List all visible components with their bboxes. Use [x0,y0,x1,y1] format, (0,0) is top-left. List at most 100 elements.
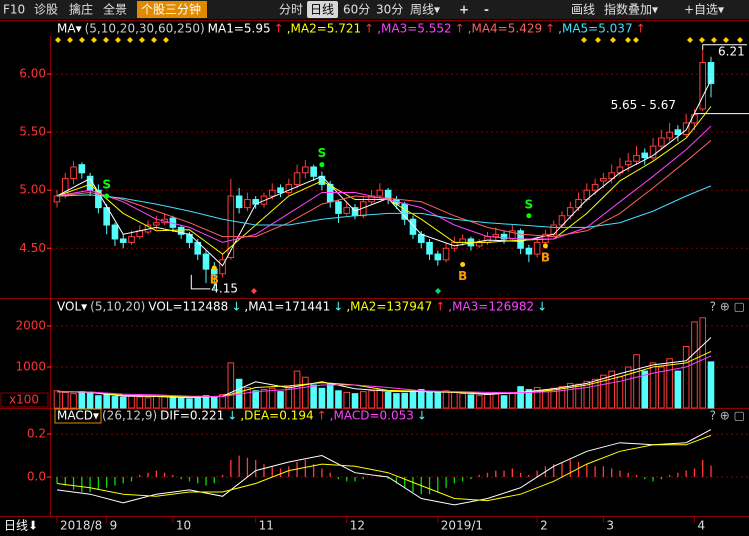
candle-body [600,178,607,182]
candle-body [442,247,450,261]
candle-body [78,164,86,174]
candle-body [103,207,110,226]
toolbar-button[interactable]: 指数叠加▾ [604,2,658,17]
annotation: 5.65 - 5.67 [611,98,676,112]
volume-bar [699,317,707,409]
toolbar-button[interactable]: 个股三分钟 [141,2,201,17]
legend-value: ,DEA=0.194 [240,409,313,423]
indicator-line [56,355,712,398]
candle-body [426,241,433,255]
toolbar-button[interactable]: 擒庄 [69,2,93,17]
indicator-line [56,185,712,228]
candle-body [475,241,483,247]
y-tick-label: 4.50 [19,241,46,255]
volume-bar [177,397,185,409]
volume-bar [293,370,301,409]
candle-body [111,224,119,240]
signal-diamond [435,288,441,294]
candle-body [244,199,251,209]
indicator-line [56,125,712,243]
volume-bar [475,395,483,409]
indicator-line [56,140,712,238]
signal-dot [526,213,532,219]
signal-label: S [525,197,534,211]
signal-diamond [91,37,97,43]
legend-arrow: ↓ [417,409,427,423]
volume-bar [492,392,500,409]
indicator-name: MA▾ [57,22,82,36]
volume-bar [376,389,384,409]
zoom-button[interactable]: + [459,3,469,17]
legend-value: ,MACD=0.053 [330,409,414,423]
active-period-bg [307,1,338,18]
volume-bar [525,389,533,409]
x-tick-label: 12 [350,519,365,533]
legend-value: ,MA1=171441 [244,300,330,314]
volume-bar [351,393,359,409]
zoom-button[interactable]: - [484,3,489,17]
legend-arrow: ↑ [317,409,327,423]
volume-bar [624,366,632,409]
volume-bar [285,386,293,409]
annotation: 6.21 [718,44,745,58]
volume-bar [194,396,202,409]
candle-body [53,195,61,203]
signal-diamond [633,37,639,43]
period-button[interactable]: 30分 [376,3,403,17]
signal-diamond [55,37,61,43]
candle-body [542,233,549,243]
y-tick-label: 5.00 [19,183,46,197]
period-button[interactable]: 周线▾ [410,3,440,17]
toolbar-button[interactable]: 诊股 [34,3,58,17]
volume-bar [566,382,574,409]
volume-bar [484,393,491,409]
signal-diamond [151,37,157,43]
candle-body [658,137,665,147]
indicator-params: (5,10,20,30,60,250) [85,22,205,36]
signal-dot [542,243,548,249]
candle-body [691,114,698,124]
candle-body [409,218,417,235]
toolbar-button[interactable]: 全景 [103,2,127,17]
volume-bar [426,391,433,409]
signal-diamond [687,37,693,43]
candle-body [335,201,342,214]
candle-body [492,233,500,238]
candle-body [128,236,135,243]
candle-body [699,62,707,110]
volume-bar [95,395,102,409]
toolbar-button[interactable]: F10 [3,3,25,17]
volume-bar [70,393,77,409]
volume-bar [360,391,367,409]
period-button[interactable]: 日线 [310,3,334,17]
candle-body [153,222,160,226]
legend-value: MA1=5.95 [208,22,271,36]
indicator-name: VOL▾ [57,300,87,314]
volume-bar [53,390,61,409]
volume-bar [442,390,450,409]
toolbar-button[interactable]: 画线 [571,3,595,17]
volume-bar [153,396,160,409]
indicator-line [56,350,712,398]
volume-bar [302,376,309,409]
candle-body [293,172,301,185]
signal-diamond [103,37,109,43]
volume-bar [103,394,110,409]
legend-arrow: ↑ [274,22,284,36]
volume-bar [343,391,351,409]
legend-arrow: ↓ [231,300,241,314]
annotation-leader [702,44,747,50]
toolbar-button[interactable]: +自选▾ [684,3,724,17]
x-tick-label: 2019/1 [441,519,483,533]
volume-bar [682,345,690,409]
period-button[interactable]: 分时 [279,3,303,17]
candle-body [285,183,293,194]
volume-bar [202,395,210,409]
period-button[interactable]: 60分 [343,3,370,17]
candle-body [674,129,682,136]
candle-body [525,247,533,255]
legend-value: ,MA5=5.037 [558,22,632,36]
indicator-name: MACD▾ [57,409,99,423]
candle-body [376,189,384,197]
period-label[interactable]: 日线⬇ [4,519,38,533]
